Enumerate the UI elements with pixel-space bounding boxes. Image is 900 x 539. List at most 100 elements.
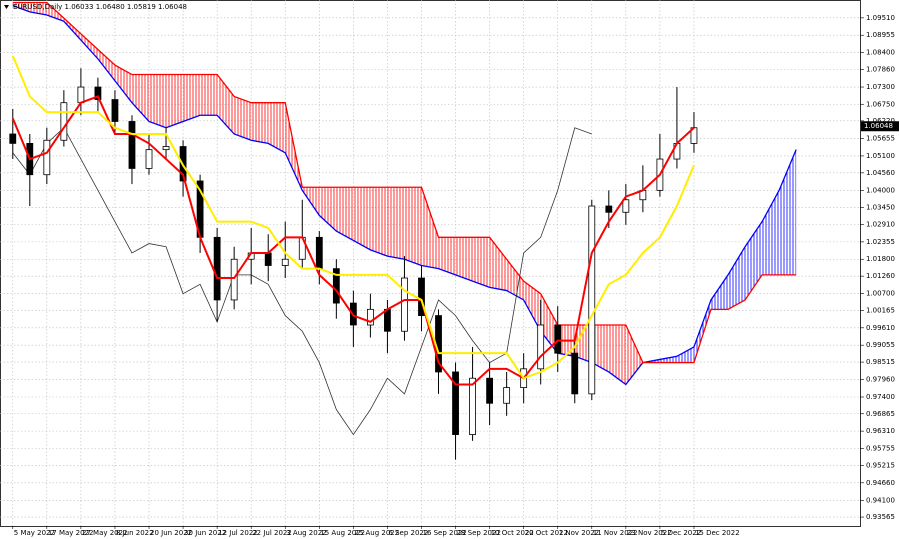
y-tick-label: 1.02910: [866, 220, 895, 228]
cloud-fill: [149, 74, 167, 128]
candle-body: [332, 268, 340, 304]
candle-body: [588, 205, 596, 395]
candle-body: [128, 121, 136, 169]
x-tick-label: 15 Aug 2022: [320, 529, 365, 537]
cloud-fill: [728, 246, 746, 310]
cloud-fill: [574, 324, 592, 363]
y-tick-label: 1.03450: [866, 204, 895, 212]
lagging-line: [12, 127, 592, 436]
x-tick-label: 5 May 2022: [14, 529, 55, 537]
cloud-fill: [438, 237, 456, 275]
y-tick-label: 1.01800: [866, 255, 895, 263]
cloud-fill: [540, 293, 558, 354]
cloud-fill: [489, 237, 507, 291]
cloud-fill: [523, 281, 541, 332]
x-tick-label: 20 Oct 2022: [525, 529, 568, 537]
cloud-fill: [676, 346, 694, 363]
axes: 1.09510 1.08955 1.08400 1.07860 1.07300 1.067…: [12, 14, 899, 537]
y-tick-label: 0.99055: [866, 341, 895, 349]
cloud-fill: [353, 187, 371, 250]
candle-body: [469, 377, 476, 435]
candle-body: [418, 277, 425, 316]
candle-body: [230, 258, 238, 301]
y-tick-label: 0.97400: [866, 393, 895, 401]
candle-body: [77, 86, 85, 104]
cloud-fill: [183, 74, 201, 122]
candle-body: [315, 236, 323, 270]
cloud-fill: [268, 102, 286, 153]
y-tick-label: 0.95215: [866, 461, 895, 469]
plot-frame: [0, 0, 861, 527]
candle-body: [43, 139, 51, 176]
cloud-fill: [29, 2, 47, 16]
y-tick-label: 0.97960: [866, 375, 895, 383]
cloud-fill: [506, 259, 524, 300]
y-tick-label: 1.01260: [866, 272, 895, 280]
candle-body: [162, 146, 170, 151]
y-tick-label: 1.04560: [866, 169, 895, 177]
x-tick-label: 15 Dec 2022: [695, 529, 740, 537]
x-tick-label: 22 Jul 2022: [252, 529, 292, 537]
menu-arrow[interactable]: [4, 5, 9, 9]
y-tick-label: 0.99610: [866, 324, 895, 332]
y-tick-label: 1.04000: [866, 186, 895, 194]
cloud-fill: [131, 74, 150, 122]
y-tick-label: 1.06750: [866, 100, 895, 108]
candle-body: [554, 324, 562, 354]
y-tick-label: 1.08955: [866, 31, 895, 39]
candle-body: [213, 236, 221, 301]
x-tick-label: 25 Aug 2022: [354, 529, 399, 537]
y-tick-label: 1.07860: [866, 66, 895, 74]
x-tick-label: 20 Jun 2022: [150, 529, 192, 537]
candle-body: [9, 133, 17, 144]
cloud-fill: [455, 237, 473, 282]
y-tick-label: 1.05100: [866, 152, 895, 160]
x-tick-label: 17 May 2022: [48, 529, 94, 537]
candle-body: [537, 324, 545, 370]
cloud-fill: [200, 74, 218, 116]
cloud-fill: [370, 187, 388, 257]
cloud-fill: [80, 33, 98, 59]
cloud-fill: [472, 237, 490, 288]
candle-body: [111, 99, 119, 122]
y-tick-label: 1.00165: [866, 306, 895, 314]
x-tick-label: 8 Jun 2022: [116, 529, 154, 537]
y-tick-label: 1.07300: [866, 83, 895, 91]
cloud-fill: [97, 49, 115, 81]
x-tick-label: 27 May 2022: [82, 529, 128, 537]
cloud-fill: [251, 102, 269, 144]
cloud-fill: [591, 324, 609, 372]
x-tick-label: 23 Nov 2022: [627, 529, 672, 537]
cloud-fill: [762, 190, 780, 275]
x-tick-label: 16 Sep 2022: [422, 529, 466, 537]
indicator-line: [11, 95, 695, 386]
cloud-fill: [693, 299, 711, 363]
x-tick-label: 10 Oct 2022: [491, 529, 534, 537]
cloud-fill: [710, 274, 729, 310]
last-price-label: 1.06048: [864, 122, 893, 130]
y-tick-label: 1.05655: [866, 135, 895, 143]
x-tick-label: 3 Aug 2022: [286, 529, 326, 537]
chart-title: EURUSD,Daily 1.06033 1.06480 1.05819 1.0…: [13, 3, 187, 11]
y-tick-label: 0.98515: [866, 358, 895, 366]
x-tick-label: 1 Nov 2022: [559, 529, 599, 537]
candle-body: [281, 258, 289, 266]
cloud-fill: [336, 187, 354, 241]
candle-body: [605, 205, 613, 213]
indicator-line: [11, 55, 695, 380]
cloud-fill: [12, 2, 30, 12]
y-tick-label: 0.94660: [866, 479, 895, 487]
y-tick-label: 0.94100: [866, 496, 895, 504]
last-price-box: [861, 121, 899, 132]
cloud-fill: [234, 96, 252, 141]
candle-body: [60, 102, 68, 141]
cloud-fill: [319, 187, 337, 232]
y-tick-label: 1.06220: [866, 117, 895, 125]
y-tick-label: 1.08400: [866, 49, 895, 57]
candle-body: [622, 199, 630, 213]
y-tick-label: 0.96310: [866, 427, 895, 435]
candle-body: [384, 308, 391, 332]
plot-area: [0, 0, 860, 526]
